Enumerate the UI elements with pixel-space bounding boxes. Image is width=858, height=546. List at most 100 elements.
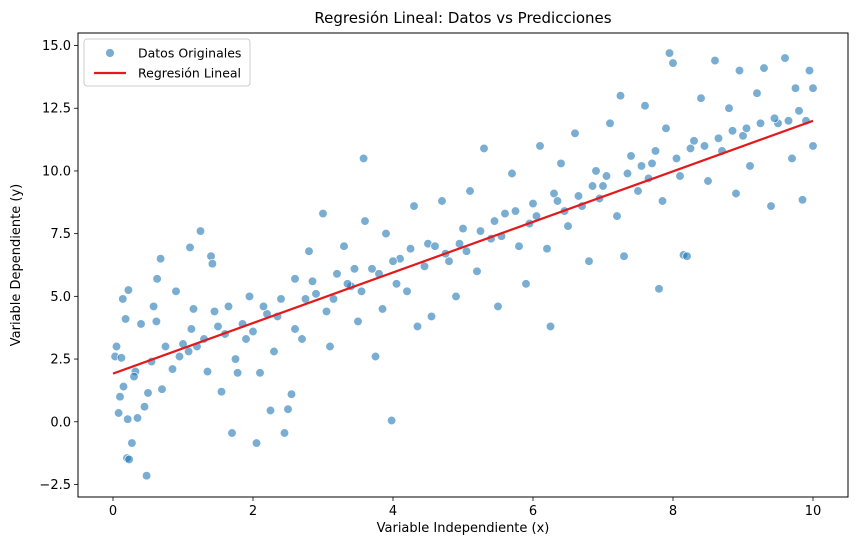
data-point: [356, 286, 367, 296]
data-point: [155, 254, 166, 264]
data-point: [349, 264, 360, 274]
data-point: [185, 242, 195, 253]
data-point: [640, 101, 650, 111]
regression-line-layer: [112, 119, 814, 375]
data-point: [633, 186, 643, 196]
data-point: [216, 387, 227, 397]
data-point: [115, 392, 125, 402]
data-point: [804, 65, 815, 76]
data-point: [123, 285, 134, 295]
data-point: [612, 211, 622, 221]
data-point: [311, 289, 321, 299]
data-point: [255, 368, 265, 378]
data-point: [570, 128, 580, 138]
data-point: [479, 143, 489, 154]
data-point: [391, 279, 402, 289]
y-tick-label: 12.5: [42, 102, 71, 117]
data-point: [734, 65, 745, 76]
data-point: [213, 321, 223, 332]
data-point: [797, 195, 808, 205]
data-point: [556, 158, 566, 169]
data-point: [493, 301, 503, 312]
data-point: [636, 161, 647, 171]
data-point: [241, 334, 251, 344]
data-point: [605, 118, 615, 128]
data-point: [388, 256, 398, 266]
x-tick-label: 10: [805, 504, 822, 519]
data-point: [353, 316, 363, 327]
y-axis-title: Variable Dependiente (y): [9, 184, 24, 346]
data-point: [276, 294, 286, 304]
legend: Datos Originales Regresión Lineal: [83, 38, 251, 87]
data-point: [248, 326, 258, 337]
data-point: [227, 428, 237, 438]
data-point: [738, 131, 748, 141]
data-point: [358, 153, 369, 164]
data-point: [682, 251, 692, 261]
legend-box: [83, 38, 251, 87]
data-point: [615, 91, 626, 101]
data-point: [325, 341, 335, 352]
data-point: [209, 306, 220, 317]
data-point: [489, 216, 500, 226]
plot-frame: [77, 32, 849, 498]
data-point: [232, 368, 243, 378]
data-point: [123, 414, 133, 424]
data-point: [111, 341, 122, 352]
data-point: [136, 319, 146, 329]
data-point: [685, 143, 696, 154]
x-tick-label: 2: [249, 504, 257, 519]
data-point: [521, 279, 531, 289]
data-point: [601, 171, 612, 181]
data-point: [752, 88, 762, 98]
data-point: [584, 256, 594, 266]
data-point: [405, 244, 416, 254]
data-point: [671, 153, 682, 164]
data-point: [143, 388, 153, 398]
data-point: [794, 106, 804, 116]
x-tick-label: 4: [389, 504, 397, 519]
data-point: [472, 266, 482, 276]
data-point: [769, 113, 780, 123]
data-point: [157, 384, 167, 394]
x-tick-label: 8: [669, 504, 677, 519]
data-point: [141, 471, 152, 481]
data-point: [675, 171, 685, 181]
data-point: [332, 269, 342, 279]
x-tick-label: 6: [529, 504, 537, 519]
x-tick-label: 0: [109, 504, 117, 519]
data-point: [370, 351, 381, 362]
data-point: [622, 168, 633, 179]
data-point: [188, 304, 199, 314]
data-point: [127, 438, 137, 448]
x-axis-title: Variable Independiente (x): [377, 521, 550, 536]
data-point: [152, 274, 162, 284]
data-point: [377, 304, 388, 314]
data-point: [223, 301, 234, 312]
data-point: [402, 286, 412, 296]
data-point: [124, 454, 134, 465]
data-point: [535, 141, 545, 151]
data-point: [381, 228, 391, 239]
y-tick-label: −2.5: [39, 478, 71, 493]
data-point: [437, 196, 447, 206]
data-point: [766, 201, 776, 211]
data-point: [171, 286, 181, 296]
data-point: [710, 55, 720, 66]
data-point: [668, 58, 678, 68]
data-point: [148, 301, 159, 312]
data-point: [500, 208, 510, 219]
data-point: [174, 351, 185, 362]
data-point: [808, 83, 818, 93]
data-point: [731, 188, 741, 199]
data-point: [195, 226, 206, 236]
data-point: [151, 316, 162, 327]
data-point: [409, 201, 419, 211]
data-point: [206, 251, 216, 261]
data-point: [360, 216, 370, 226]
data-point: [116, 353, 127, 363]
data-point: [689, 136, 699, 146]
data-point: [650, 146, 661, 156]
